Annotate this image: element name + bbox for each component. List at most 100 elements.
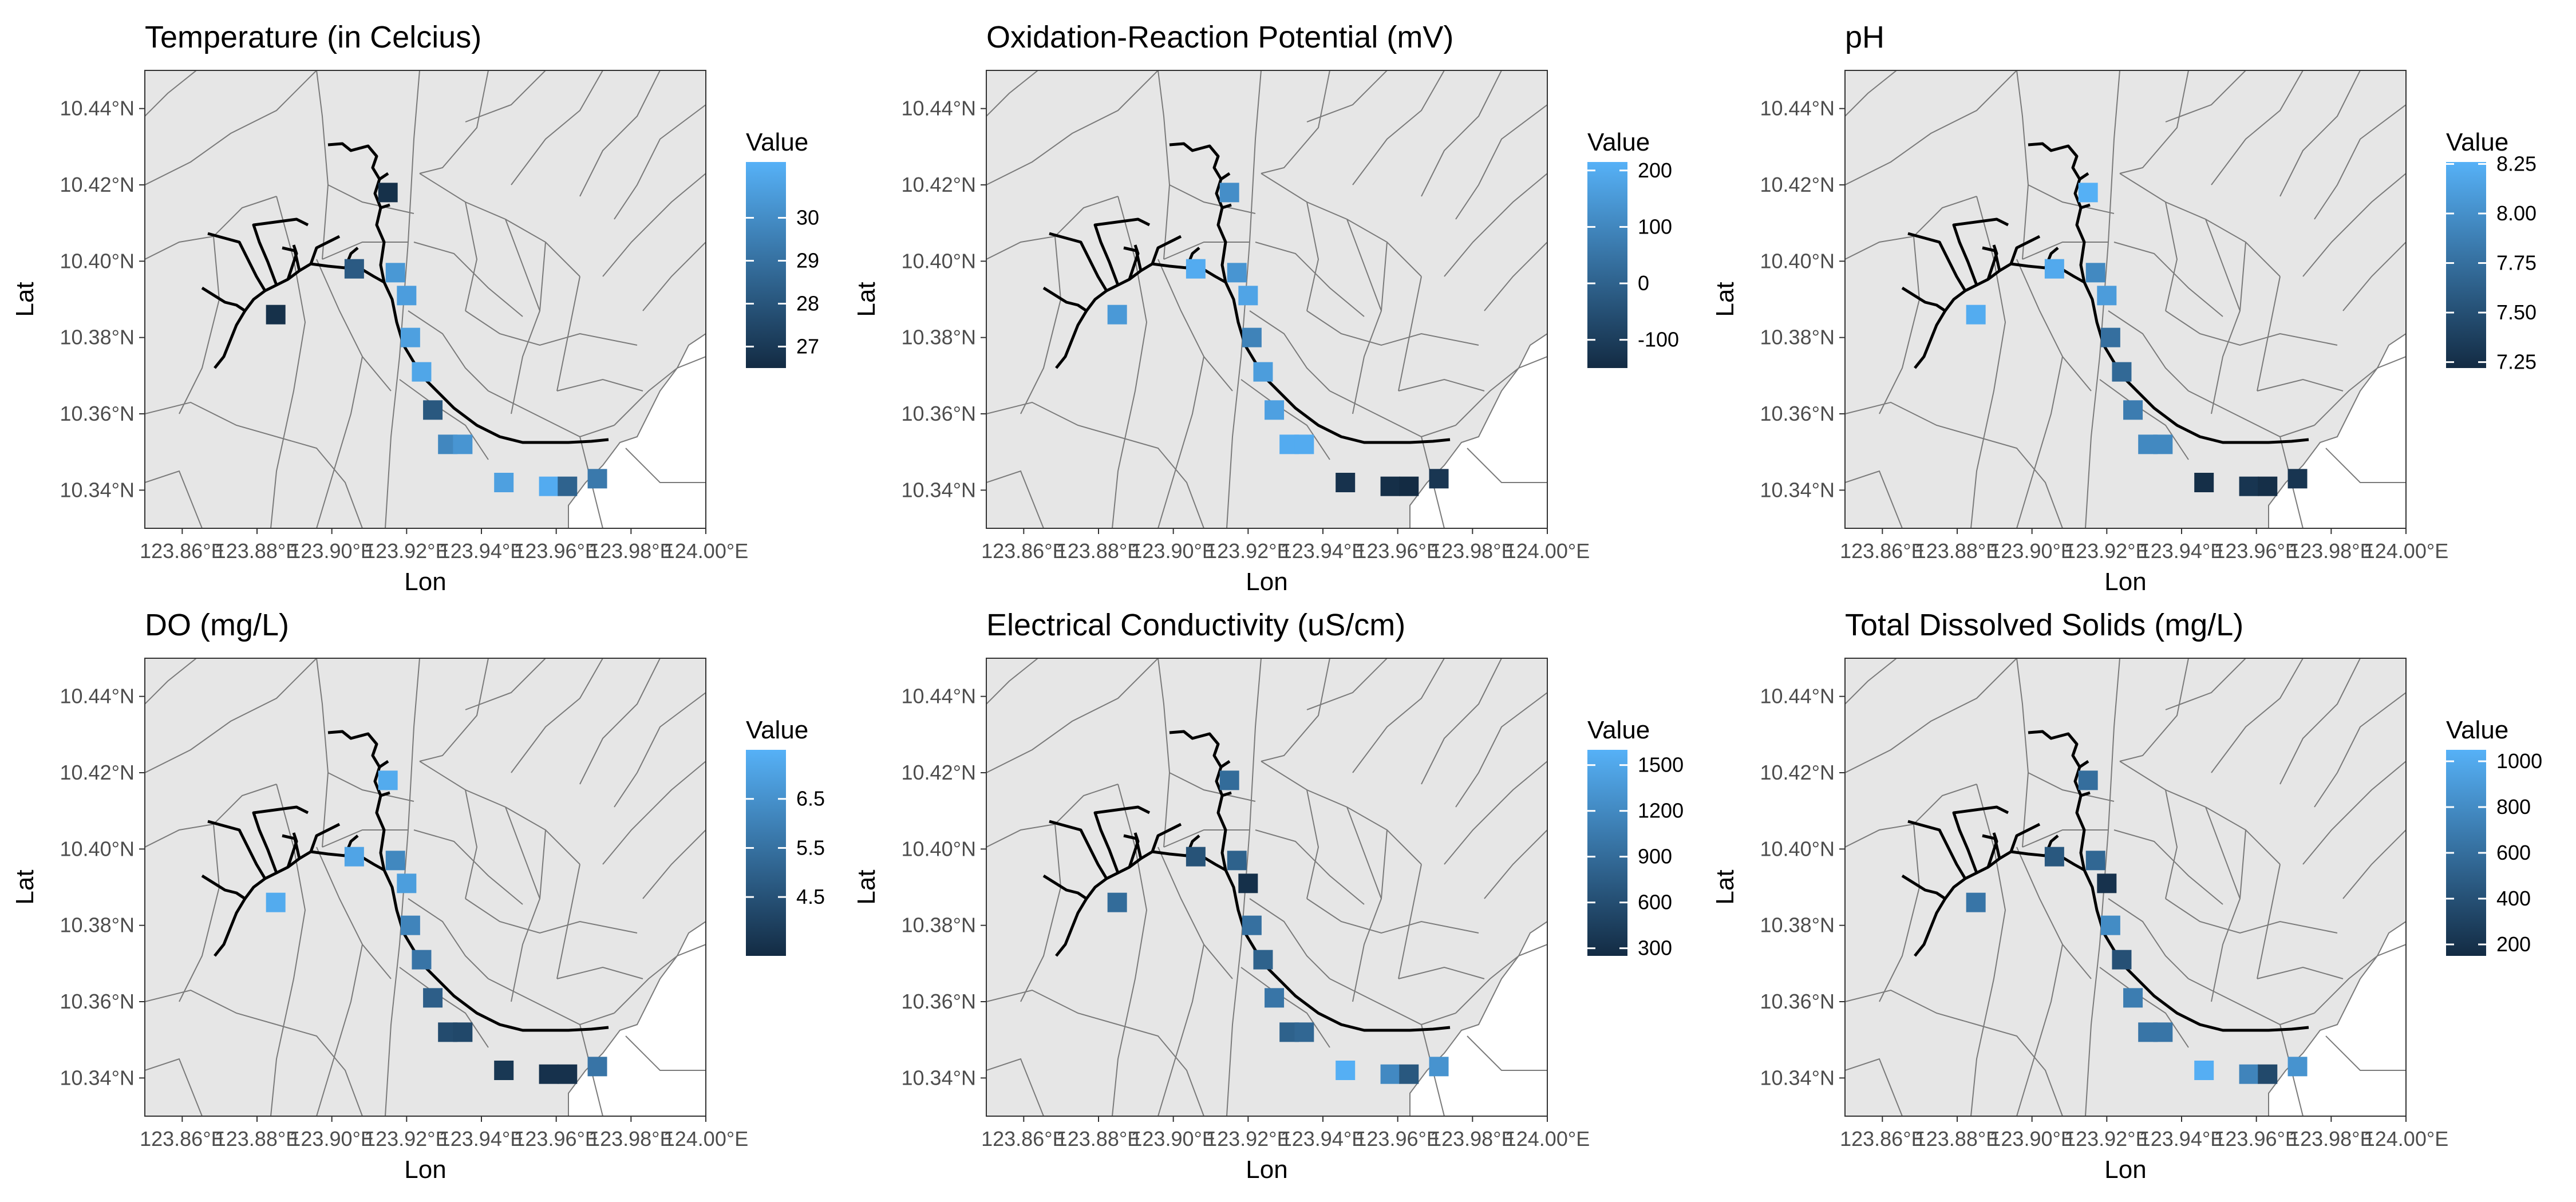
admin-boundary bbox=[419, 70, 489, 174]
station-marker bbox=[539, 476, 559, 496]
river-line bbox=[207, 232, 267, 292]
axis-ticks: 123.86°E123.88°E123.90°E123.92°E123.94°E… bbox=[1760, 685, 2449, 1150]
legend: Value 1500 1200 900 600 300 bbox=[1587, 716, 1684, 960]
admin-boundary bbox=[2257, 276, 2281, 392]
station-marker bbox=[2239, 476, 2259, 496]
x-tick-label: 123.98°E bbox=[588, 539, 674, 563]
river-line bbox=[1901, 874, 1946, 900]
admin-boundary bbox=[986, 989, 1119, 1025]
station-marker bbox=[1186, 847, 1206, 867]
river-line bbox=[2080, 791, 2091, 797]
legend-tick-label: 28 bbox=[796, 292, 819, 315]
axis-ticks: 123.86°E123.88°E123.90°E123.92°E123.94°E… bbox=[1760, 97, 2449, 563]
legend-tick-label: 29 bbox=[796, 249, 819, 272]
admin-boundary bbox=[488, 390, 615, 438]
station-marker bbox=[1238, 286, 1258, 306]
river-line bbox=[2028, 142, 2309, 444]
admin-boundary bbox=[413, 242, 523, 317]
station-marker bbox=[558, 1064, 578, 1084]
admin-boundary bbox=[1020, 236, 1062, 414]
admin-boundary bbox=[2016, 356, 2063, 528]
y-tick-label: 10.40°N bbox=[60, 249, 135, 272]
station-marker bbox=[385, 851, 405, 871]
legend-colorbar bbox=[746, 750, 786, 956]
admin-boundary bbox=[1261, 658, 1330, 762]
panel-title: Total Dissolved Solids (mg/L) bbox=[1845, 608, 2243, 642]
x-tick-label: 123.98°E bbox=[588, 1127, 674, 1150]
admin-boundary bbox=[2165, 201, 2178, 311]
admin-boundary bbox=[413, 829, 523, 905]
y-tick-label: 10.36°N bbox=[60, 990, 135, 1013]
river-line bbox=[378, 172, 389, 181]
admin-boundary bbox=[465, 310, 638, 346]
admin-boundary bbox=[614, 944, 706, 1014]
admin-boundary bbox=[1306, 658, 1388, 710]
admin-boundary bbox=[2188, 390, 2315, 438]
station-marker bbox=[539, 1064, 559, 1084]
river-line bbox=[1093, 218, 1151, 286]
x-tick-label: 123.86°E bbox=[981, 1127, 1066, 1150]
y-tick-label: 10.36°N bbox=[1760, 402, 1835, 425]
station-marker bbox=[2097, 286, 2117, 306]
river-line bbox=[1220, 172, 1231, 181]
admin-boundary bbox=[1157, 944, 1204, 1116]
admin-boundary bbox=[316, 70, 329, 260]
admin-boundary bbox=[1455, 944, 1547, 1014]
admin-boundary bbox=[327, 772, 414, 802]
map-panel-2: Oxidation-Reaction Potential (mV) 123.86… bbox=[852, 20, 1679, 596]
y-tick-label: 10.38°N bbox=[1760, 914, 1835, 937]
station-marker bbox=[1253, 950, 1273, 970]
x-tick-label: 123.92°E bbox=[364, 1127, 449, 1150]
legend: Value 1000 800 600 400 200 bbox=[2446, 716, 2542, 956]
admin-boundary bbox=[1455, 104, 1547, 220]
y-axis-label: Lat bbox=[852, 869, 880, 904]
x-tick-label: 123.96°E bbox=[513, 539, 599, 563]
legend-tick-label: 7.50 bbox=[2496, 300, 2537, 324]
admin-boundary bbox=[2188, 978, 2315, 1026]
admin-boundary bbox=[1249, 310, 1330, 392]
admin-boundary bbox=[1352, 658, 1445, 773]
panel-border bbox=[986, 70, 1548, 529]
admin-boundary bbox=[1444, 761, 1547, 865]
station-marker bbox=[2258, 476, 2278, 496]
river-line bbox=[1982, 246, 2001, 271]
admin-boundary bbox=[316, 847, 392, 979]
map-area bbox=[986, 658, 1547, 1116]
station-marker bbox=[1265, 988, 1285, 1008]
axis-ticks: 123.86°E123.88°E123.90°E123.92°E123.94°E… bbox=[902, 685, 1590, 1150]
river-line bbox=[1049, 232, 1108, 292]
station-marker bbox=[1336, 473, 1356, 492]
map-area bbox=[145, 70, 706, 528]
admin-boundary bbox=[1169, 184, 1256, 214]
river-line bbox=[1907, 820, 1967, 880]
x-tick-label: 123.86°E bbox=[1840, 539, 1925, 563]
admin-boundary bbox=[408, 310, 489, 392]
admin-boundary bbox=[986, 70, 1038, 117]
legend-title: Value bbox=[1587, 716, 1650, 744]
admin-boundary bbox=[505, 219, 540, 311]
station-marker bbox=[1380, 1064, 1400, 1084]
admin-boundary bbox=[1329, 978, 1456, 1026]
station-marker bbox=[1429, 1057, 1449, 1077]
x-tick-label: 123.96°E bbox=[1355, 1127, 1440, 1150]
x-tick-label: 123.94°E bbox=[439, 1127, 524, 1150]
station-marker bbox=[397, 873, 417, 893]
panel-border bbox=[144, 658, 706, 1117]
x-tick-label: 123.88°E bbox=[215, 539, 300, 563]
legend-tick-label: 7.75 bbox=[2496, 251, 2537, 275]
river-line bbox=[1123, 246, 1143, 271]
station-marker bbox=[2112, 362, 2132, 382]
legend-title: Value bbox=[746, 128, 808, 156]
station-marker bbox=[1380, 476, 1400, 496]
legend-tick-label: 400 bbox=[2496, 887, 2531, 910]
admin-boundary bbox=[1157, 259, 1233, 392]
admin-boundary bbox=[465, 201, 478, 311]
map-area bbox=[986, 70, 1547, 528]
x-tick-label: 123.88°E bbox=[1915, 539, 2000, 563]
map-body: 123.86°E123.88°E123.90°E123.92°E123.94°E… bbox=[1711, 658, 2448, 1184]
admin-boundary bbox=[1845, 1058, 1903, 1116]
admin-boundary bbox=[1240, 379, 1330, 460]
legend: Value 30 29 28 27 bbox=[746, 128, 819, 368]
x-tick-label: 124.00°E bbox=[2364, 1127, 2449, 1150]
admin-boundary bbox=[145, 658, 317, 773]
